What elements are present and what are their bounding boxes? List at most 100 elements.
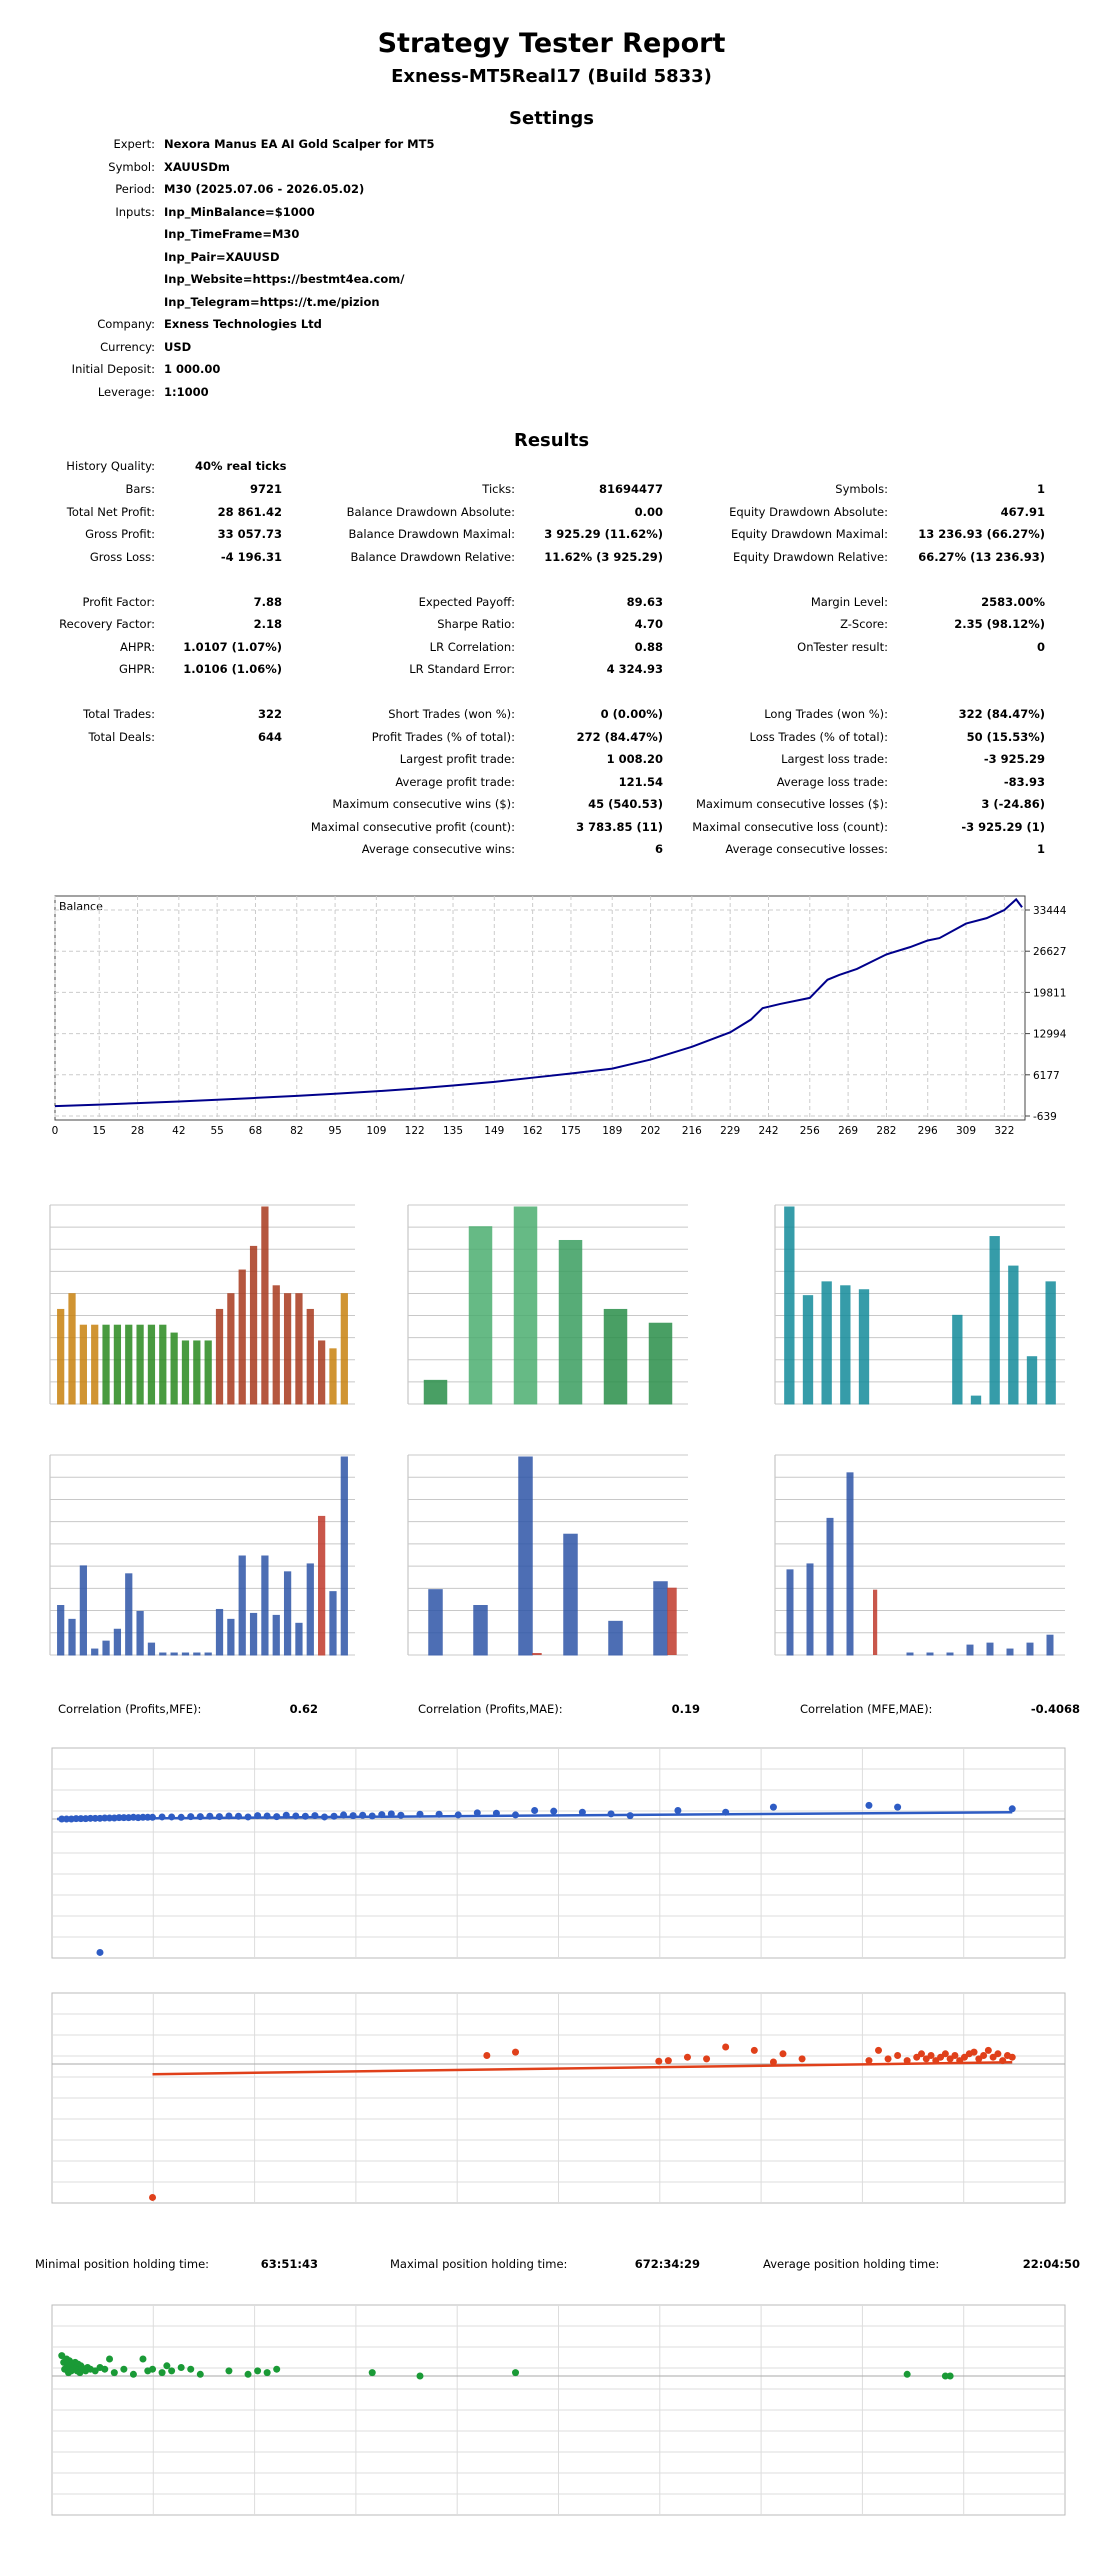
bar <box>204 1340 212 1405</box>
scatter-point <box>894 2052 902 2059</box>
settings-value: 1 000.00 <box>164 362 221 376</box>
scatter-point <box>149 1813 157 1821</box>
scatter-point <box>378 1811 386 1819</box>
scatter-point <box>884 2055 892 2063</box>
settings-label: Leverage: <box>97 384 155 399</box>
bar <box>283 1293 292 1405</box>
bar <box>468 1226 493 1405</box>
x-tick-label: 269 <box>838 1125 858 1137</box>
settings-value: M30 (2025.07.06 - 2026.05.02) <box>164 182 365 196</box>
result-value: 0 <box>1036 639 1045 654</box>
bar <box>113 1628 122 1656</box>
scatter-point <box>722 1808 730 1816</box>
scatter-point <box>664 2057 672 2065</box>
settings-label: Company: <box>97 317 155 331</box>
scatter-point <box>941 2050 949 2058</box>
scatter-point <box>655 2057 663 2065</box>
balance-frame <box>54 895 1026 1121</box>
scatter-point <box>110 2369 118 2377</box>
result-label: Total Trades: <box>83 707 155 721</box>
result-value: 1 <box>1036 482 1045 496</box>
result-value: 45 (540.53) <box>588 797 663 811</box>
result-value: 9721 <box>249 482 282 496</box>
scatter-point <box>492 1809 500 1817</box>
scatter-point <box>512 2048 520 2056</box>
correlation-value: 0.19 <box>671 1702 700 1716</box>
scatter-point <box>101 2365 109 2373</box>
bar <box>802 1295 814 1405</box>
x-tick-label: 189 <box>602 1125 622 1137</box>
server-build: Exness-MT5Real17 (Build 5833) <box>391 66 712 87</box>
bar <box>558 1239 583 1405</box>
bar <box>667 1587 677 1655</box>
settings-label: Currency: <box>100 339 155 354</box>
scatter-point <box>187 1813 195 1821</box>
result-value: 1.0107 (1.07%) <box>183 639 282 654</box>
bar <box>249 1245 258 1405</box>
bar <box>340 1456 348 1656</box>
scatter-point <box>435 1810 443 1818</box>
scatter-point <box>177 2364 185 2371</box>
scatter-point <box>750 2046 758 2054</box>
scatter-point <box>244 1813 252 1821</box>
result-label: Gross Loss: <box>89 549 155 564</box>
bar <box>125 1573 133 1656</box>
bar <box>1045 1281 1056 1405</box>
bar <box>423 1379 448 1405</box>
x-tick-label: 216 <box>682 1125 702 1137</box>
bar <box>926 1652 934 1656</box>
settings-label: Period: <box>115 182 155 196</box>
scatter-point <box>149 2365 157 2373</box>
bar <box>170 1332 178 1405</box>
scatter-point <box>301 1812 309 1820</box>
x-tick-label: 109 <box>366 1125 386 1137</box>
result-label: LR Correlation: <box>429 639 515 654</box>
settings-value: Inp_Telegram=https://t.me/pizion <box>164 294 380 309</box>
scatter-point <box>626 1812 634 1820</box>
x-tick-label: 309 <box>956 1125 976 1137</box>
settings-heading: Settings <box>509 108 594 129</box>
bar <box>513 1206 538 1405</box>
scatter-point <box>168 2367 176 2375</box>
result-label: Profit Trades (% of total): <box>371 729 515 744</box>
scatter-point <box>1008 2053 1016 2061</box>
result-value: -83.93 <box>1003 774 1045 789</box>
scatter-point <box>330 1812 338 1820</box>
scatter-point <box>368 2369 376 2377</box>
result-label: Profit Factor: <box>82 594 155 609</box>
result-value: 3 (-24.86) <box>981 797 1045 811</box>
scatter-point <box>320 1813 328 1821</box>
scatter-point <box>769 1803 777 1811</box>
scatter-point <box>359 1811 367 1819</box>
result-value: 644 <box>257 729 282 744</box>
result-label: Equity Drawdown Maximal: <box>730 527 888 541</box>
balance-line <box>54 897 1023 1108</box>
result-value: 11.62% (3 925.29) <box>544 549 663 564</box>
holding-label: Average position holding time: <box>763 2257 940 2271</box>
result-label: Balance Drawdown Maximal: <box>348 527 515 541</box>
scatter-point <box>994 2050 1002 2058</box>
x-tick-label: 282 <box>876 1125 896 1137</box>
bar <box>147 1642 156 1656</box>
result-label: History Quality: <box>66 459 155 473</box>
bar <box>272 1285 280 1405</box>
scatter-point <box>158 1813 166 1821</box>
result-label: Total Deals: <box>88 729 155 744</box>
scatter-point <box>106 2355 114 2363</box>
x-tick-label: 135 <box>443 1125 463 1137</box>
y-tick-label: 33444 <box>1033 905 1067 917</box>
bar <box>238 1555 246 1656</box>
scatter-point <box>273 1813 281 1821</box>
result-value: -3 925.29 <box>983 752 1045 766</box>
scatter-point <box>1008 1805 1016 1813</box>
settings-value: Inp_TimeFrame=M30 <box>164 227 300 241</box>
result-value: 121.54 <box>618 774 663 789</box>
correlation-label: Correlation (MFE,MAE): <box>800 1702 933 1716</box>
bar <box>306 1563 314 1656</box>
result-label: Bars: <box>125 482 155 496</box>
settings-value: Exness Technologies Ltd <box>164 317 322 331</box>
result-label: Average loss trade: <box>776 774 888 789</box>
result-value: 272 (84.47%) <box>576 729 663 744</box>
bar <box>986 1642 994 1656</box>
bar <box>318 1340 326 1405</box>
